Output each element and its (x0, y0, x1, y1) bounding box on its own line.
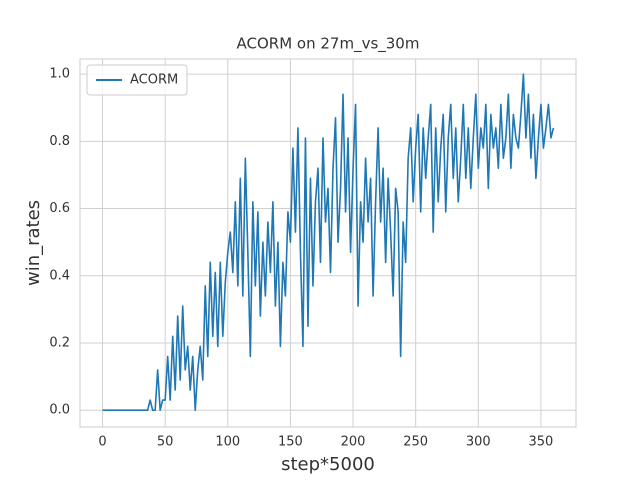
legend: ACORM (86, 64, 188, 96)
y-tick-label: 0.4 (49, 268, 70, 283)
x-tick-label: 50 (157, 435, 174, 450)
y-tick-label: 0.8 (49, 134, 70, 149)
plot-frame (79, 58, 577, 428)
x-tick-label: 0 (98, 435, 106, 450)
data-line (102, 73, 555, 411)
y-axis-label: win_rates (23, 200, 44, 286)
x-axis-label: step*5000 (281, 454, 375, 475)
x-tick-label: 150 (278, 435, 303, 450)
y-tick-label: 0.6 (49, 201, 70, 216)
x-tick-label: 200 (341, 435, 366, 450)
grid (80, 59, 576, 427)
x-tick-label: 250 (403, 435, 428, 450)
chart-title: ACORM on 27m_vs_30m (237, 35, 420, 54)
x-tick-label: 300 (466, 435, 491, 450)
legend-label: ACORM (130, 73, 178, 88)
legend-box (86, 64, 188, 96)
x-tick-label: 100 (215, 435, 240, 450)
y-tick-label: 1.0 (49, 67, 70, 82)
y-tick-label: 0.0 (49, 403, 70, 418)
x-tick-label: 350 (529, 435, 554, 450)
y-tick-label: 0.2 (49, 335, 70, 350)
plot-area (102, 73, 555, 411)
